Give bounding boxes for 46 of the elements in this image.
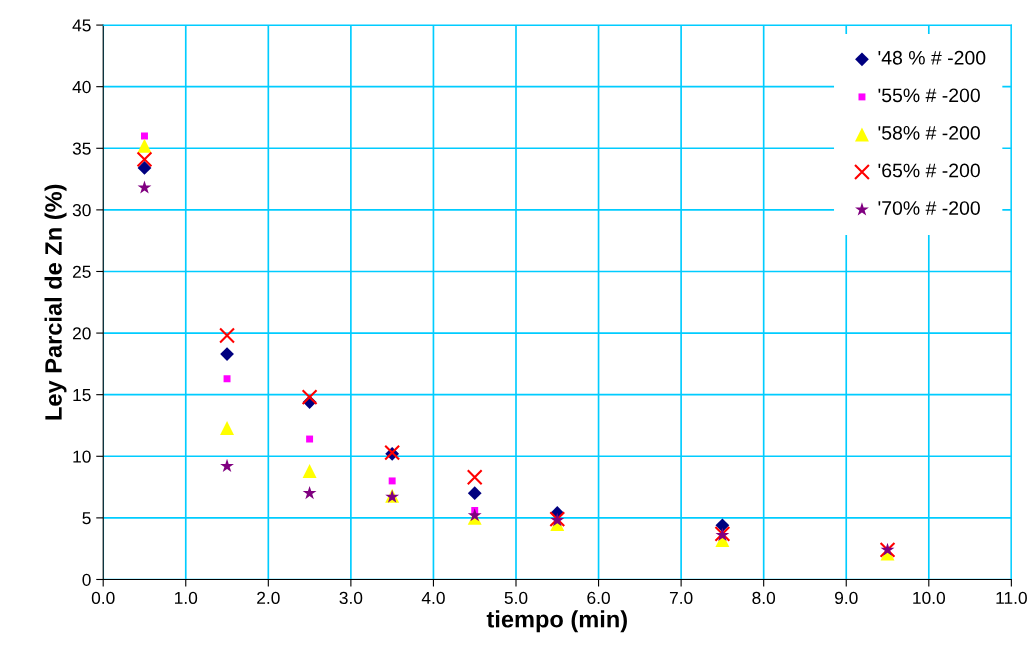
y-tick-label: 10 — [73, 450, 91, 463]
x-axis-title: tiempo (min) — [486, 610, 627, 633]
point — [306, 435, 314, 443]
point — [466, 469, 483, 486]
x-tick-label: 5.0 — [504, 591, 528, 605]
point — [137, 138, 152, 153]
point — [388, 477, 396, 485]
y-axis-title: Ley Parcial de Zn (%) — [44, 184, 67, 420]
point — [220, 458, 234, 473]
point — [136, 151, 153, 168]
y-tick-label: 15 — [73, 389, 91, 402]
point — [223, 375, 231, 383]
point — [302, 485, 317, 500]
legend-label: '65% # -200 — [878, 163, 980, 178]
point — [302, 464, 317, 479]
x-tick-label: 3.0 — [339, 591, 363, 605]
legend-label: '58% # -200 — [878, 126, 980, 140]
legend-label: '55% # -200 — [878, 88, 980, 103]
legend-label: '48 % # -200 — [878, 50, 986, 65]
x-tick-label: 11.0 — [996, 591, 1027, 605]
x-tick-label: 6.0 — [587, 591, 610, 605]
y-tick-label: 30 — [72, 204, 91, 217]
x-tick-label: 9.0 — [834, 591, 858, 605]
x-tick-label: 1.0 — [175, 591, 198, 605]
y-tick-label: 45 — [72, 19, 91, 32]
point — [467, 486, 482, 501]
y-tick-label: 40 — [72, 80, 91, 94]
x-tick-label: 10.0 — [913, 591, 946, 605]
x-tick-label: 8.0 — [752, 591, 776, 605]
point — [137, 161, 152, 175]
point — [715, 518, 730, 533]
x-tick-label: 2.0 — [257, 591, 280, 605]
y-tick-label: 0 — [82, 573, 91, 586]
point — [220, 421, 234, 435]
legend-label: '70% # -200 — [878, 201, 980, 215]
y-tick-label: 20 — [72, 327, 91, 340]
point — [137, 180, 152, 194]
point — [141, 132, 148, 140]
y-tick-label: 25 — [72, 265, 91, 278]
point — [301, 389, 318, 406]
x-tick-label: 4.0 — [421, 591, 445, 605]
y-tick-label: 5 — [82, 512, 91, 525]
x-tick-label: 0.0 — [91, 591, 115, 605]
y-tick-label: 35 — [72, 142, 91, 155]
point — [219, 327, 236, 344]
x-tick-label: 7.0 — [669, 591, 693, 605]
